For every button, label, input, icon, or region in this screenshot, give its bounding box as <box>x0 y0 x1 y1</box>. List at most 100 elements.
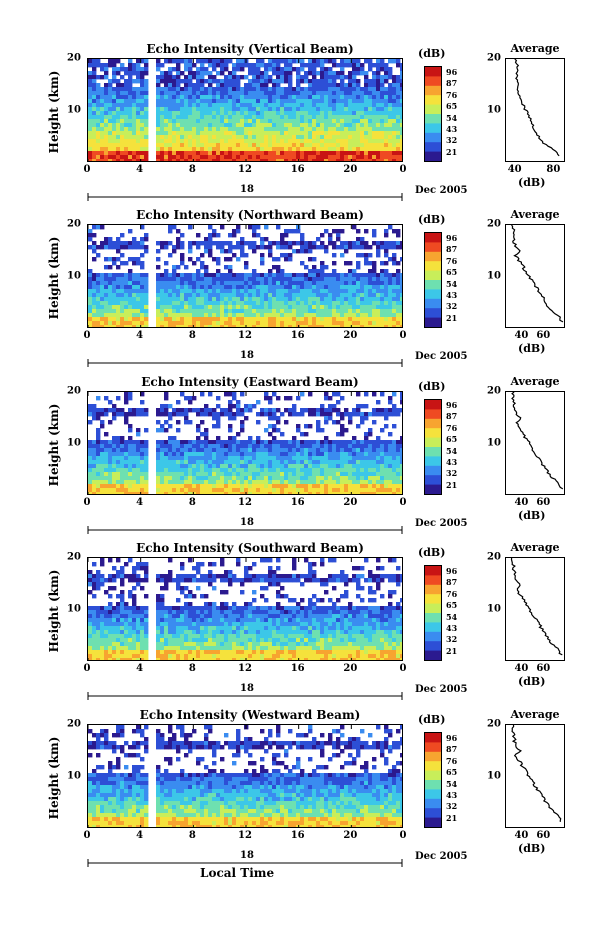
heatmap-cell <box>260 305 265 310</box>
heatmap-cell <box>336 472 341 477</box>
heatmap-cell <box>304 87 309 92</box>
heatmap-cell <box>136 297 141 302</box>
heatmap-cell <box>196 147 201 152</box>
heatmap-cell <box>100 103 105 108</box>
heatmap-cell <box>252 460 257 465</box>
heatmap-cell <box>300 115 305 120</box>
heatmap-cell <box>368 59 373 64</box>
heatmap-cell <box>228 317 233 322</box>
heatmap-cell <box>236 444 241 449</box>
heatmap-cell <box>192 285 197 290</box>
heatmap-cell <box>100 127 105 132</box>
heatmap-cell <box>392 464 397 469</box>
heatmap-cell <box>168 305 173 310</box>
heatmap-cell <box>396 412 401 417</box>
heatmap-cell <box>248 139 253 144</box>
heatmap-cell <box>268 321 273 326</box>
heatmap-cell <box>228 480 233 485</box>
heatmap-cell <box>120 325 125 327</box>
heatmap-cell <box>288 139 293 144</box>
heatmap-cell <box>184 91 189 96</box>
heatmap-cell <box>88 83 93 88</box>
heatmap-cell <box>316 131 321 136</box>
heatmap-cell <box>308 301 313 306</box>
colorbar-tick-label: 65 <box>446 267 458 278</box>
heatmap-cell <box>308 257 313 262</box>
heatmap-cell <box>128 468 133 473</box>
heatmap-cell <box>164 135 169 140</box>
heatmap-cell <box>364 111 369 116</box>
heatmap-cell <box>144 127 149 132</box>
heatmap-cell <box>200 313 205 318</box>
heatmap-cell <box>392 317 397 322</box>
heatmap-cell <box>284 99 289 104</box>
heatmap-cell <box>300 147 305 152</box>
heatmap-cell <box>220 309 225 314</box>
heatmap-cell <box>268 143 273 148</box>
heatmap-cell <box>196 75 201 80</box>
heatmap-cell <box>128 428 133 433</box>
heatmap-cell <box>88 135 93 140</box>
heatmap-cell <box>296 147 301 152</box>
heatmap-cell <box>300 67 305 72</box>
heatmap-cell <box>340 293 345 298</box>
heatmap-cell <box>180 464 185 469</box>
heatmap-cell <box>172 460 177 465</box>
heatmap-cell <box>296 281 301 286</box>
heatmap-cell <box>364 115 369 120</box>
heatmap-cell <box>400 448 402 453</box>
heatmap-cell <box>200 63 205 68</box>
heatmap-cell <box>128 67 133 72</box>
heatmap-cell <box>388 305 393 310</box>
heatmap-cell <box>252 480 257 485</box>
heatmap-cell <box>388 472 393 477</box>
heatmap-cell <box>212 281 217 286</box>
heatmap-cell <box>308 392 313 397</box>
heatmap-cell <box>380 63 385 68</box>
heatmap-cell <box>372 265 377 270</box>
heatmap-cell <box>304 448 309 453</box>
heatmap-cell <box>304 321 309 326</box>
heatmap-cell <box>116 277 121 282</box>
heatmap-cell <box>144 71 149 76</box>
heatmap-cell <box>180 444 185 449</box>
heatmap-cell <box>228 297 233 302</box>
heatmap-cell <box>348 468 353 473</box>
heatmap-cell <box>240 237 245 242</box>
heatmap-cell <box>192 440 197 445</box>
heatmap-cell <box>292 135 297 140</box>
heatmap-cell <box>392 412 397 417</box>
heatmap-cell <box>380 285 385 290</box>
heatmap-cell <box>244 115 249 120</box>
heatmap-cell <box>392 293 397 298</box>
heatmap-cell <box>352 225 357 230</box>
heatmap-cell <box>356 285 361 290</box>
heatmap-cell <box>228 452 233 457</box>
heatmap-cell <box>300 293 305 298</box>
heatmap-cell <box>380 325 385 327</box>
heatmap-cell <box>124 277 129 282</box>
heatmap-cell <box>96 313 101 318</box>
heatmap-cell <box>184 396 189 401</box>
heatmap-cell <box>352 119 357 124</box>
heatmap-cell <box>128 71 133 76</box>
heatmap-cell <box>172 103 177 108</box>
heatmap-cell <box>164 428 169 433</box>
heatmap-cell <box>196 281 201 286</box>
heatmap-cell <box>128 273 133 278</box>
heatmap-cell <box>380 313 385 318</box>
heatmap-cell <box>204 111 209 116</box>
heatmap-cell <box>196 127 201 132</box>
heatmap-cell <box>320 63 325 68</box>
heatmap-cell <box>328 321 333 326</box>
colorbar-tick-label: 96 <box>446 233 458 243</box>
heatmap-cell <box>124 273 129 278</box>
heatmap-cell <box>88 420 93 425</box>
heatmap-cell <box>224 143 229 148</box>
heatmap-cell <box>92 241 97 246</box>
heatmap-cell <box>380 107 385 112</box>
heatmap-cell <box>360 293 365 298</box>
heatmap-cell <box>260 131 265 136</box>
heatmap-cell <box>132 293 137 298</box>
heatmap-cell <box>204 297 209 302</box>
